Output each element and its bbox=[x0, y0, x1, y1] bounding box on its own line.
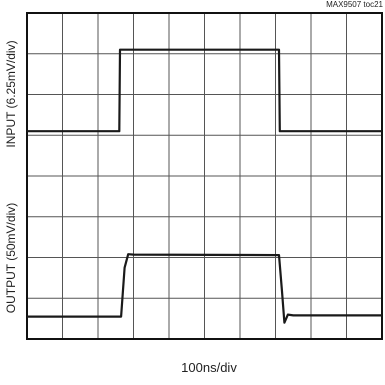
input-axis-label: INPUT (6.25mV/div) bbox=[4, 40, 18, 147]
output-trace bbox=[27, 253, 382, 324]
grid bbox=[27, 13, 382, 339]
input-trace bbox=[27, 48, 382, 133]
output-axis-label: OUTPUT (50mV/div) bbox=[4, 203, 18, 313]
plot-frame bbox=[26, 12, 383, 340]
figure-id-label: MAX9507 toc21 bbox=[326, 0, 383, 9]
x-axis-label: 100ns/div bbox=[181, 360, 237, 375]
traces bbox=[27, 48, 382, 324]
